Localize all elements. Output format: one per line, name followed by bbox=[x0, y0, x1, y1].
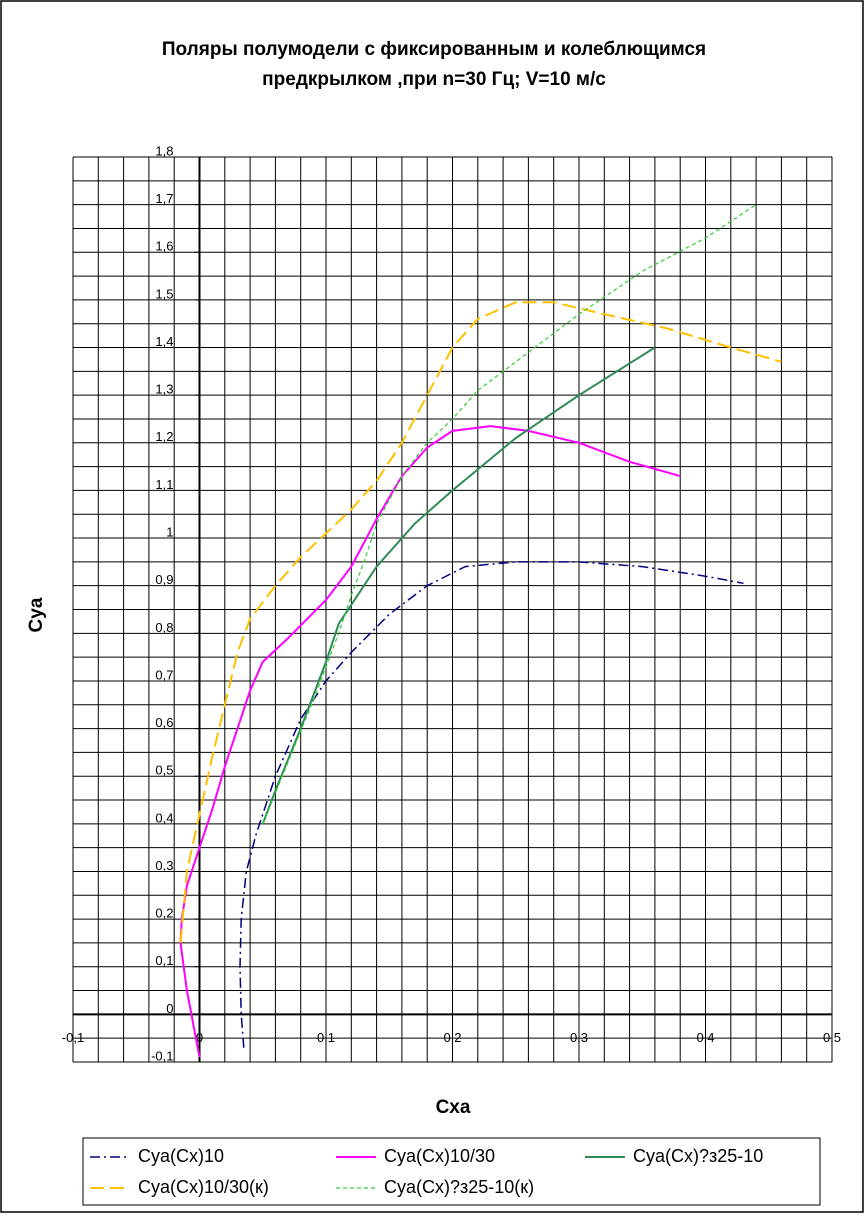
y-tick-label: 1,3 bbox=[155, 382, 173, 397]
y-tick-label: 1,6 bbox=[155, 239, 173, 254]
x-tick-label: 0,1 bbox=[317, 1030, 335, 1045]
y-tick-label: 1,8 bbox=[155, 143, 173, 158]
series-line bbox=[179, 301, 782, 943]
y-tick-label: 1,7 bbox=[155, 191, 173, 206]
y-tick-label: 0,7 bbox=[155, 667, 173, 682]
y-tick-label: 0,5 bbox=[155, 763, 173, 778]
legend-label: Cya(Cx)10/30(к) bbox=[138, 1177, 269, 1197]
x-tick-label: 0,2 bbox=[443, 1030, 461, 1045]
series-line bbox=[261, 346, 656, 825]
y-tick-label: 1,5 bbox=[155, 286, 173, 301]
y-tick-label: 0,1 bbox=[155, 953, 173, 968]
legend-label: Cya(Cx)10 bbox=[138, 1146, 224, 1166]
y-tick-label: 0,8 bbox=[155, 620, 173, 635]
legend-label: Cya(Cx)?з25-10(к) bbox=[384, 1177, 534, 1197]
y-tick-label: 0 bbox=[166, 1001, 173, 1016]
x-axis-title: Cxa bbox=[436, 1097, 471, 1118]
y-tick-label: 1,1 bbox=[155, 477, 173, 492]
y-tick-label: -0,1 bbox=[151, 1048, 173, 1063]
y-tick-label: 0,2 bbox=[155, 906, 173, 921]
y-tick-label: 0,9 bbox=[155, 572, 173, 587]
x-tick-label: 0,4 bbox=[696, 1030, 714, 1045]
y-tick-label: 1 bbox=[166, 524, 173, 539]
series-line bbox=[239, 561, 744, 1048]
x-tick-label: -0,1 bbox=[62, 1030, 84, 1045]
y-tick-label: 0,4 bbox=[155, 810, 173, 825]
chart-title: Поляры полумодели с фиксированным и коле… bbox=[162, 39, 706, 60]
x-tick-label: 0,5 bbox=[823, 1030, 841, 1045]
chart-title: предкрылком ,при n=30 Гц; V=10 м/с bbox=[262, 69, 606, 90]
y-axis-title: Cya bbox=[26, 597, 47, 632]
series-line bbox=[262, 204, 757, 825]
y-tick-label: 0,6 bbox=[155, 715, 173, 730]
y-tick-label: 0,3 bbox=[155, 858, 173, 873]
x-tick-label: 0,3 bbox=[570, 1030, 588, 1045]
y-tick-label: 1,2 bbox=[155, 429, 173, 444]
legend-box bbox=[82, 1137, 821, 1206]
x-tick-label: 0 bbox=[196, 1030, 203, 1045]
legend-label: Cya(Cx)10/30 bbox=[384, 1146, 495, 1166]
y-tick-label: 1,4 bbox=[155, 334, 173, 349]
legend-label: Cya(Cx)?з25-10 bbox=[633, 1146, 763, 1166]
